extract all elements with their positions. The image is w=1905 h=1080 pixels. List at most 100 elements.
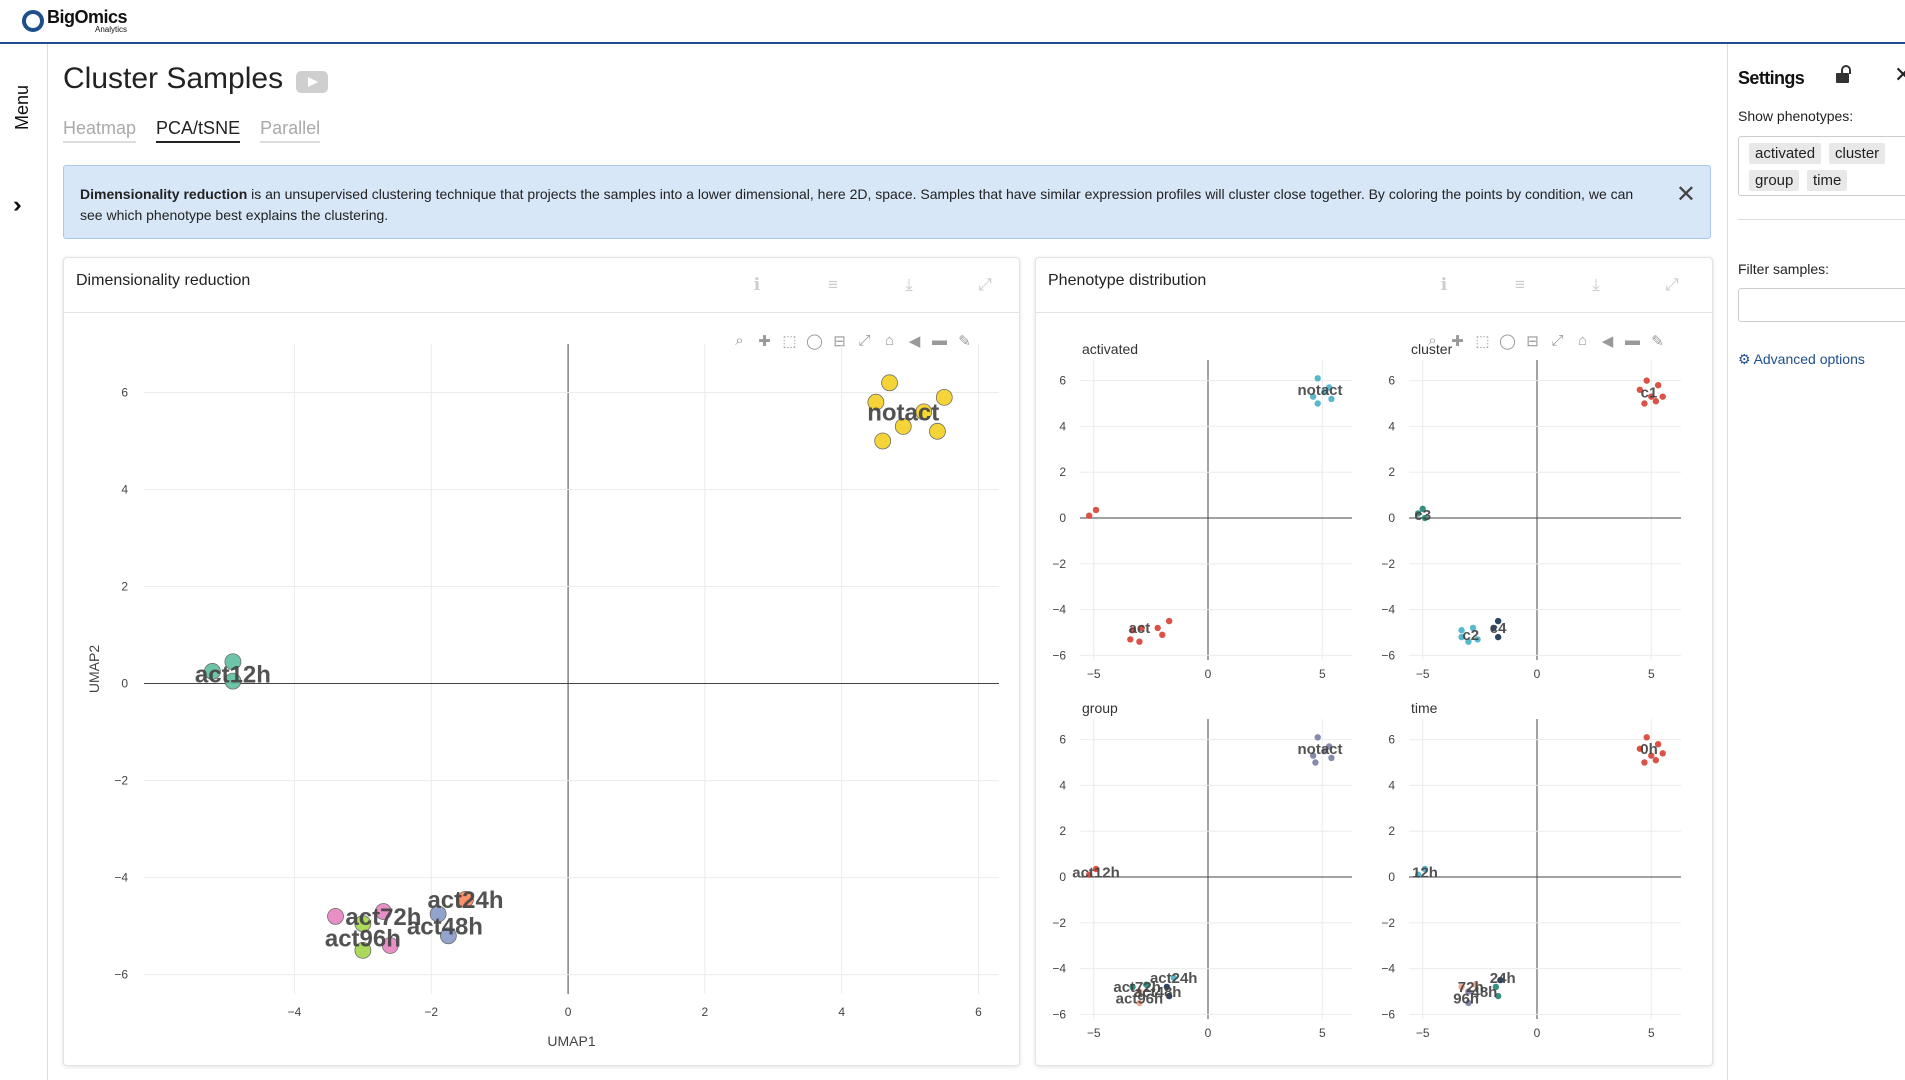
hover-compare-icon[interactable]: ▬	[932, 332, 947, 349]
data-point	[1472, 981, 1479, 988]
advanced-options-link[interactable]: ⚙ Advanced options	[1738, 351, 1865, 368]
x-tick-label: 2	[702, 1005, 709, 1019]
dimred-scatter-chart[interactable]: −4 −2 0 2 4 6 −6 −4 −2 0 2 4 6 notact act12h act24hact7…	[64, 314, 1019, 1064]
y-tick-label: 6	[1388, 733, 1395, 747]
gear-icon: ⚙	[1738, 351, 1751, 367]
autoscale-icon[interactable]: ⤢	[1551, 332, 1564, 349]
data-point	[1085, 512, 1093, 519]
pencil-icon[interactable]: ✎	[958, 333, 971, 350]
pan-icon[interactable]: ✚	[758, 333, 771, 350]
close-icon[interactable]: ✕	[1894, 62, 1905, 87]
lasso-icon[interactable]: ◯	[806, 333, 823, 350]
pan-icon[interactable]: ✚	[1451, 333, 1464, 350]
data-point	[1321, 747, 1328, 755]
cluster-label: act48h	[407, 913, 483, 940]
home-icon[interactable]: ⌂	[884, 332, 895, 349]
data-point	[1648, 393, 1655, 400]
y-tick-label: 0	[1388, 870, 1395, 884]
data-point	[1643, 734, 1650, 741]
zoom-icon[interactable]: ⌕	[1428, 332, 1437, 349]
data-point	[457, 891, 474, 908]
data-point	[1469, 624, 1477, 632]
data-point	[1129, 627, 1136, 634]
pencil-icon[interactable]: ✎	[1651, 333, 1664, 350]
data-point	[1136, 638, 1143, 645]
phenotype-tag[interactable]: cluster	[1829, 143, 1886, 164]
data-point	[381, 937, 399, 954]
advanced-options-label: Advanced options	[1753, 351, 1865, 367]
lasso-icon[interactable]: ◯	[1499, 333, 1516, 350]
data-point	[1490, 624, 1497, 632]
plot-area: −5 0 5 −6 −4 −2 0 2 4 6 c1 c3 c4 c2 cluster	[1381, 341, 1681, 681]
cluster-label: notact	[1298, 741, 1343, 758]
y-tick-label: 2	[1388, 465, 1395, 479]
lock-open-icon[interactable]	[1836, 65, 1851, 83]
data-point	[1494, 992, 1502, 1000]
expand-icon[interactable]: ⤢	[978, 275, 992, 294]
data-point	[1165, 617, 1173, 625]
x-tick-label: 5	[1648, 667, 1655, 681]
autoscale-icon[interactable]: ⤢	[858, 332, 871, 349]
zoom-icon[interactable]: ⌕	[735, 332, 744, 349]
brand-logo[interactable]: BigOmics Analytics	[22, 8, 128, 34]
x-tick-label: 5	[1319, 1026, 1326, 1040]
chevron-double-right-icon[interactable]: ››	[13, 192, 21, 217]
video-play-icon[interactable]	[296, 71, 328, 93]
data-point	[1136, 988, 1143, 995]
data-point	[1652, 757, 1660, 764]
info-icon[interactable]: ℹ	[1440, 275, 1448, 294]
y-tick-label: 6	[1059, 733, 1066, 747]
plot-modebar: ⌕ ✚ ⬚ ◯ ⊟ ⤢ ⌂ ◀ ▬ ✎	[1423, 332, 1667, 350]
data-point	[1458, 983, 1465, 991]
x-tick-label: −5	[1087, 1026, 1101, 1040]
info-icon[interactable]: ℹ	[753, 275, 761, 294]
data-point	[429, 905, 447, 923]
zoom-out-icon[interactable]: ⊟	[833, 333, 846, 350]
y-tick-label: −2	[1052, 557, 1066, 571]
tab-pca-tsne[interactable]: PCA/tSNE	[156, 118, 241, 143]
data-point	[1659, 393, 1666, 400]
expand-icon[interactable]: ⤢	[1665, 275, 1679, 294]
menu-toggle-label[interactable]: Menu	[12, 84, 32, 130]
y-tick-label: −4	[1052, 962, 1066, 976]
phenotype-tag[interactable]: activated	[1749, 143, 1822, 164]
cluster-label: act24h	[1150, 970, 1198, 987]
phenotype-select[interactable]: activated cluster group time	[1738, 136, 1905, 196]
hover-closest-icon[interactable]: ◀	[908, 333, 921, 350]
data-point	[374, 903, 392, 920]
phenotype-tag[interactable]: time	[1807, 170, 1848, 191]
pheno-card-title: Phenotype distribution	[1048, 272, 1207, 289]
tab-heatmap[interactable]: Heatmap	[63, 118, 137, 143]
data-point	[915, 403, 933, 421]
download-icon[interactable]: ⤓	[1592, 275, 1600, 294]
tab-parallel[interactable]: Parallel	[260, 118, 321, 143]
y-tick-label: 0	[1059, 870, 1066, 884]
data-point	[1127, 636, 1134, 643]
y-tick-label: −2	[1052, 916, 1066, 930]
menu-lines-icon[interactable]: ≡	[828, 275, 838, 294]
home-icon[interactable]: ⌂	[1577, 332, 1588, 349]
filter-samples-input[interactable]	[1738, 288, 1905, 322]
page-title: Cluster Samples	[63, 62, 284, 95]
download-icon[interactable]: ⤓	[905, 275, 913, 294]
hover-compare-icon[interactable]: ▬	[1625, 332, 1640, 349]
y-tick-label: −6	[1381, 648, 1395, 662]
logo-ring-icon	[22, 10, 44, 32]
pheno-scatter-grid[interactable]: −5 0 5 −6 −4 −2 0 2 4 6 notact act activated −5 0 5 −6 −4…	[1036, 314, 1712, 1064]
cluster-label: act24h	[427, 887, 503, 914]
data-point	[1458, 627, 1465, 634]
cluster-label: act48h	[1134, 984, 1182, 1001]
zoom-out-icon[interactable]: ⊟	[1526, 333, 1539, 350]
box-select-icon[interactable]: ⬚	[1475, 333, 1490, 350]
x-tick-label: 0	[1205, 1026, 1212, 1040]
phenotype-tag[interactable]: group	[1749, 170, 1800, 191]
menu-lines-icon[interactable]: ≡	[1515, 275, 1525, 294]
box-select-icon[interactable]: ⬚	[782, 333, 797, 350]
data-point	[1325, 743, 1333, 750]
close-icon[interactable]: ✕	[1675, 181, 1696, 208]
data-point	[1474, 636, 1481, 643]
data-point	[894, 418, 912, 435]
data-point	[1465, 999, 1472, 1007]
hover-closest-icon[interactable]: ◀	[1601, 333, 1614, 350]
x-tick-label: −2	[424, 1005, 438, 1019]
